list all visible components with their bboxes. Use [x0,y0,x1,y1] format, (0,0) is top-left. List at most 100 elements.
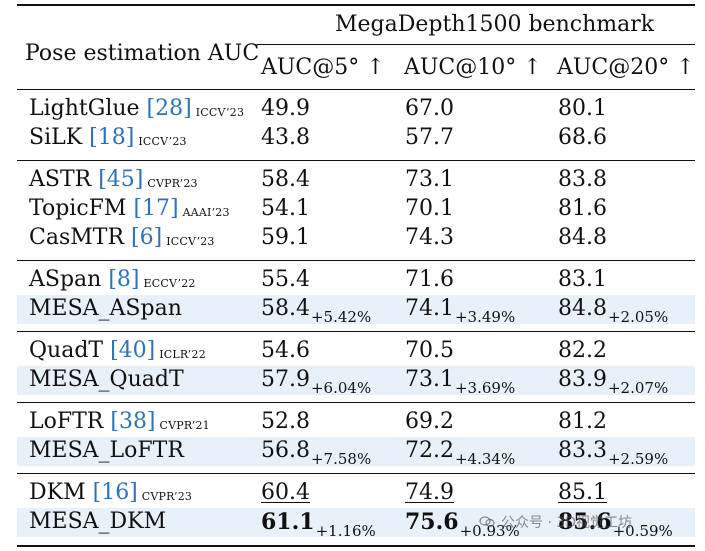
auc10-value: 74.3 [405,225,454,250]
auc10-value: 73.1 [405,167,454,192]
citation: [38] [110,409,156,434]
table-row-loftr: LoFTR [38] CVPR’21 52.8 69.2 81.2 [17,408,695,437]
auc20-value: 85.6+0.59% [558,509,673,540]
table-row-aspan: ASpan [8] ECCV’22 55.4 71.6 83.1 [17,266,695,295]
auc5-value: 61.1+1.16% [261,509,376,540]
benchmark-title: MegaDepth1500 benchmark [335,12,655,37]
table-row-mesa-loftr: MESA_LoFTR 56.8+7.58% 72.2+4.34% 83.3+2.… [17,437,695,468]
venue: AAAI’23 [182,206,230,219]
auc10-value: 71.6 [405,267,454,292]
improvement-delta: +6.04% [310,379,372,397]
group-rule [17,331,695,332]
method-name: QuadT [40] ICLR’22 [29,338,206,363]
improvement-delta: +1.16% [315,522,376,540]
venue: ICCV’23 [166,235,215,248]
method-name: SiLK [18] ICCV’23 [29,125,187,150]
auc10-value: 70.1 [405,196,454,221]
auc10-value: 67.0 [405,96,454,121]
group-rule [17,473,695,474]
auc5-value: 59.1 [261,225,310,250]
auc5-value: 55.4 [261,267,310,292]
benchmark-underline [257,44,695,45]
auc10-value: 75.6+0.93% [405,509,520,540]
auc20-value: 84.8+2.05% [558,296,669,327]
table-row-topicfm: TopicFM [17] AAAI’23 54.1 70.1 81.6 [17,195,695,224]
auc5-value: 56.8+7.58% [261,438,372,469]
auc20-value: 83.3+2.59% [558,438,669,469]
column-header-auc20: AUC@20° ↑ [557,55,695,80]
venue: ECCV’22 [143,277,196,290]
auc20-value: 83.1 [558,267,607,292]
method-name: ASpan [8] ECCV’22 [29,267,196,292]
citation: [18] [89,125,135,150]
improvement-delta: +2.05% [607,308,669,326]
auc5-value: 43.8 [261,125,310,150]
auc10-value: 74.9 [405,480,454,505]
table-row-silk: SiLK [18] ICCV’23 43.8 57.7 68.6 [17,124,695,153]
wechat-icon [479,516,495,528]
method-name: MESA_QuadT [29,367,184,392]
header-rule [17,89,695,90]
venue: ICLR’22 [159,348,206,361]
bottom-rule [17,545,695,547]
auc10-value: 57.7 [405,125,454,150]
auc10-value: 69.2 [405,409,454,434]
auc20-value: 84.8 [558,225,607,250]
citation: [8] [108,267,140,292]
venue: CVPR’21 [159,419,210,432]
improvement-delta: +3.49% [454,308,516,326]
citation: [17] [133,196,179,221]
auc20-value: 85.1 [558,480,607,505]
auc5-value: 54.1 [261,196,310,221]
method-name: LightGlue [28] ICCV’23 [29,96,245,121]
auc20-value: 81.6 [558,196,607,221]
improvement-delta: +0.93% [459,522,520,540]
group-rule [17,160,695,161]
auc10-value: 70.5 [405,338,454,363]
auc5-value: 58.4 [261,167,310,192]
table-row-astr: ASTR [45] CVPR’23 58.4 73.1 83.8 [17,166,695,195]
method-name: TopicFM [17] AAAI’23 [29,196,230,221]
table-row-mesa-quadt: MESA_QuadT 57.9+6.04% 73.1+3.69% 83.9+2.… [17,366,695,397]
improvement-delta: +7.58% [310,450,372,468]
auc5-value: 60.4 [261,480,310,505]
citation: [28] [146,96,192,121]
method-name: LoFTR [38] CVPR’21 [29,409,210,434]
auc20-value: 82.2 [558,338,607,363]
watermark: 公众号 · 3D视觉工坊 [479,512,632,532]
auc20-value: 83.8 [558,167,607,192]
table-row-quadt: QuadT [40] ICLR’22 54.6 70.5 82.2 [17,337,695,366]
venue: ICCV’23 [138,135,187,148]
venue: ICCV’23 [195,106,245,119]
method-name: CasMTR [6] ICCV’23 [29,225,215,250]
auc10-value: 74.1+3.49% [405,296,516,327]
column-header-auc5: AUC@5° ↑ [261,55,385,80]
improvement-delta: +2.07% [607,379,669,397]
auc5-value: 49.9 [261,96,310,121]
auc5-value: 52.8 [261,409,310,434]
table-row-dkm: DKM [16] CVPR’23 60.4 74.9 85.1 [17,479,695,508]
venue: CVPR’23 [141,490,193,503]
top-rule [17,4,695,6]
column-header-auc10: AUC@10° ↑ [404,55,542,80]
method-name: MESA_ASpan [29,296,182,321]
group-rule [17,260,695,261]
pose-estimation-header: Pose estimation AUC [25,41,260,66]
auc20-value: 81.2 [558,409,607,434]
group-rule [17,402,695,403]
improvement-delta: +0.59% [612,522,673,540]
method-name: MESA_DKM [29,509,167,534]
auc10-value: 73.1+3.69% [405,367,516,398]
auc20-value: 83.9+2.07% [558,367,669,398]
improvement-delta: +2.59% [607,450,669,468]
auc5-value: 57.9+6.04% [261,367,372,398]
citation: [16] [92,480,138,505]
citation: [40] [110,338,156,363]
improvement-delta: +4.34% [454,450,516,468]
table-row-mesa-aspan: MESA_ASpan 58.4+5.42% 74.1+3.49% 84.8+2.… [17,295,695,326]
results-table: MegaDepth1500 benchmark Pose estimation … [5,0,699,551]
improvement-delta: +3.69% [454,379,516,397]
citation: [6] [131,225,163,250]
method-name: ASTR [45] CVPR’23 [29,167,198,192]
method-name: DKM [16] CVPR’23 [29,480,193,505]
